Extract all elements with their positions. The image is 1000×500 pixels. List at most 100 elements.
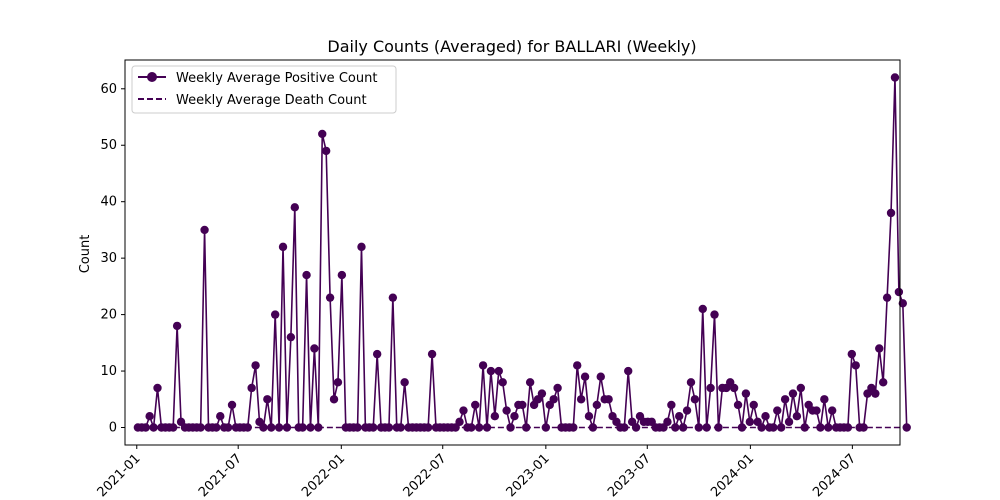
- positive-count-point: [318, 129, 327, 139]
- positive-count-point: [710, 310, 719, 319]
- positive-count-point: [667, 400, 676, 410]
- positive-count-point: [733, 400, 743, 410]
- positive-count-point: [569, 423, 578, 432]
- positive-count-point: [898, 299, 907, 308]
- positive-count-point: [827, 406, 837, 415]
- positive-count-point: [216, 412, 225, 421]
- positive-count-point: [690, 395, 700, 404]
- positive-count-point: [510, 412, 519, 421]
- positive-count-point: [478, 361, 488, 370]
- positive-count-point: [251, 361, 260, 370]
- positive-count-point: [384, 423, 394, 432]
- legend: Weekly Average Positive Count Weekly Ave…: [131, 65, 397, 114]
- positive-count-point: [698, 304, 707, 314]
- positive-count-point: [671, 423, 680, 432]
- y-tick-label-0: 0: [109, 421, 117, 436]
- legend-box: [131, 65, 397, 114]
- positive-count-point: [592, 400, 602, 410]
- positive-count-point: [675, 412, 684, 421]
- positive-count-point: [678, 423, 688, 432]
- positive-count-point: [824, 423, 833, 432]
- positive-count-point: [584, 412, 594, 421]
- positive-count-point: [875, 344, 884, 353]
- positive-count-point: [372, 349, 382, 359]
- positive-count-point: [729, 383, 739, 393]
- positive-count-point: [427, 349, 437, 359]
- positive-count-point: [745, 417, 755, 427]
- positive-count-point: [890, 73, 900, 82]
- positive-count-point: [549, 395, 558, 404]
- y-tick-label-4: 40: [100, 195, 117, 210]
- positive-count-point: [200, 225, 209, 235]
- positive-count-point: [282, 423, 292, 432]
- positive-count-point: [321, 146, 331, 156]
- positive-count-point: [306, 423, 315, 432]
- positive-count-point: [247, 383, 256, 393]
- positive-count-point: [769, 423, 778, 432]
- y-tick-label-5: 50: [100, 138, 117, 153]
- positive-count-point: [325, 293, 335, 302]
- positive-count-point: [400, 378, 409, 387]
- positive-count-point: [588, 423, 598, 432]
- positive-count-point: [498, 378, 507, 387]
- legend-positive-label: Weekly Average Positive Count: [176, 71, 377, 86]
- positive-count-point: [290, 203, 299, 212]
- positive-count-point: [168, 423, 178, 432]
- positive-count-point: [741, 389, 751, 398]
- positive-count-point: [851, 361, 860, 370]
- positive-count-point: [777, 423, 786, 432]
- positive-count-point: [333, 378, 343, 387]
- positive-count-point: [706, 383, 715, 393]
- positive-count-point: [737, 423, 747, 432]
- positive-count-point: [820, 395, 829, 404]
- positive-count-point: [329, 395, 339, 404]
- positive-count-point: [780, 395, 790, 404]
- positive-count-point: [486, 366, 496, 376]
- positive-count-point: [631, 423, 641, 432]
- positive-count-point: [270, 310, 280, 319]
- y-axis-label: Count: [78, 235, 93, 274]
- positive-count-point: [502, 406, 511, 415]
- positive-count-point: [816, 423, 825, 432]
- positive-count-point: [459, 406, 468, 415]
- positive-count-point: [467, 423, 476, 432]
- positive-count-point: [800, 423, 809, 432]
- positive-count-point: [259, 423, 268, 432]
- positive-count-point: [145, 412, 154, 421]
- positive-count-point: [267, 423, 276, 432]
- positive-count-point: [310, 344, 319, 353]
- positive-count-point: [172, 321, 182, 331]
- positive-count-point: [796, 383, 806, 393]
- positive-count-point: [278, 242, 288, 252]
- legend-death-label: Weekly Average Death Count: [176, 93, 367, 108]
- positive-count-point: [223, 423, 233, 432]
- positive-count-point: [859, 423, 868, 432]
- positive-count-point: [576, 395, 586, 404]
- positive-count-point: [396, 423, 405, 432]
- positive-count-point: [337, 270, 347, 280]
- positive-count-point: [369, 423, 378, 432]
- legend-positive-marker-swatch: [147, 72, 157, 82]
- positive-count-point: [757, 423, 766, 432]
- positive-count-point: [525, 378, 535, 387]
- positive-count-point: [541, 423, 551, 432]
- positive-count-point: [353, 423, 362, 432]
- positive-count-point: [286, 332, 296, 342]
- positive-count-point: [196, 423, 205, 432]
- positive-count-point: [596, 372, 605, 381]
- positive-count-point: [604, 395, 613, 404]
- positive-count-point: [490, 412, 500, 421]
- positive-count-point: [522, 423, 531, 432]
- positive-count-point: [702, 423, 711, 432]
- positive-count-point: [298, 423, 307, 432]
- positive-count-point: [506, 423, 515, 432]
- positive-count-point: [314, 423, 323, 432]
- positive-count-point: [537, 389, 547, 398]
- positive-count-point: [141, 423, 150, 432]
- positive-count-point: [471, 400, 480, 410]
- positive-count-point: [553, 383, 562, 393]
- positive-count-point: [847, 349, 857, 359]
- positive-count-point: [686, 378, 696, 387]
- positive-count-point: [474, 423, 484, 432]
- positive-count-point: [792, 412, 802, 421]
